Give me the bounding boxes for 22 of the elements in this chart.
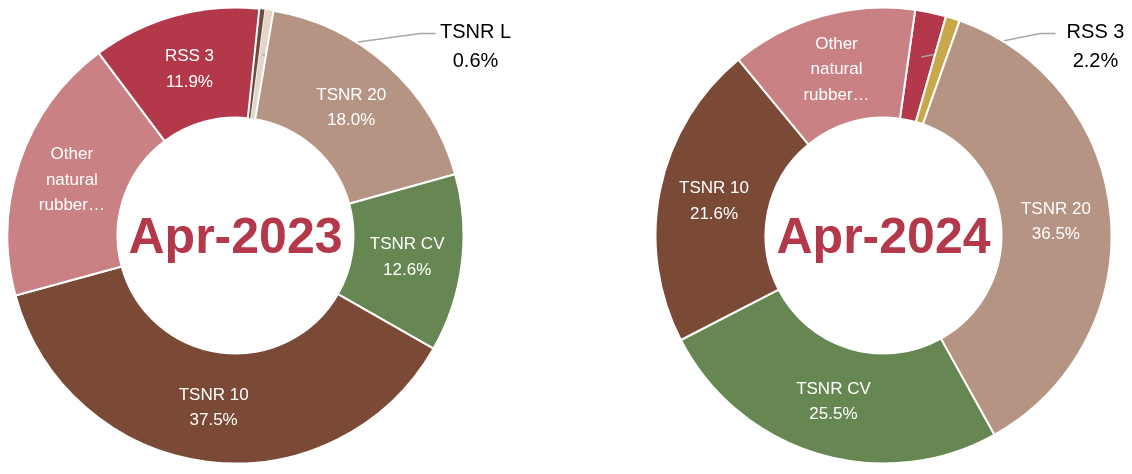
- data-label: 11.9%: [166, 72, 213, 92]
- data-label: 25.5%: [809, 404, 858, 424]
- slice-label: RSS 3: [164, 46, 215, 66]
- data-label: 0.6%: [452, 48, 499, 71]
- slice-label: Other natural rubber…: [38, 144, 105, 215]
- data-label: 21.6%: [689, 204, 739, 224]
- data-label: 2.2%: [1072, 48, 1119, 71]
- text: Apr-2023: [128, 207, 343, 264]
- slice-label: TSNR L: [439, 20, 512, 43]
- slice-label: RSS 3: [1066, 20, 1125, 43]
- slice-label: TSNR 10: [178, 384, 249, 404]
- slice-label: TSNR 20: [316, 84, 387, 104]
- data-label: 36.5%: [1031, 224, 1080, 244]
- slice-label: TSNR CV: [369, 234, 446, 254]
- text: Apr-2024: [776, 207, 991, 264]
- data-label: 37.5%: [189, 410, 238, 430]
- data-label: 12.6%: [383, 260, 432, 280]
- slice-label: Other natural rubber…: [803, 33, 870, 105]
- data-label: 18.0%: [327, 110, 376, 130]
- slice-label: TSNR 10: [679, 178, 749, 198]
- slice-label: TSNR 20: [1020, 198, 1091, 218]
- slice-label: TSNR CV: [796, 378, 872, 398]
